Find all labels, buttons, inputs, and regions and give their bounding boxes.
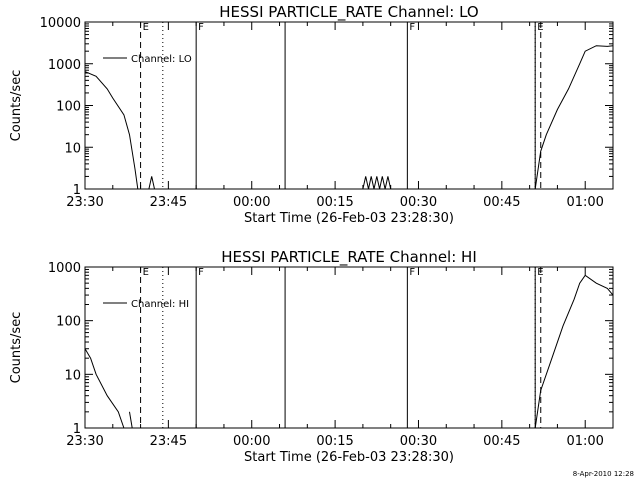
x-tick-label: 00:15 <box>316 195 353 210</box>
x-tick-label: 00:30 <box>400 434 437 449</box>
plot-frame <box>84 266 614 429</box>
y-tick-label: 1 <box>73 422 81 437</box>
event-flag-label: E <box>143 22 149 33</box>
event-flag-label: F <box>409 22 415 33</box>
x-axis-label: Start Time (26-Feb-03 23:28:30) <box>244 450 454 465</box>
y-tick-label: 1000 <box>48 58 81 73</box>
x-tick-label: 00:30 <box>400 195 437 210</box>
x-tick-label: 00:15 <box>316 434 353 449</box>
y-tick-label: 1 <box>73 183 81 198</box>
chart-panel-2: HESSI PARTICLE_RATE Channel: HI 1 10 100 100… <box>9 248 614 465</box>
y-tick-label: 10 <box>64 368 81 383</box>
series-line <box>85 71 139 189</box>
x-tick-label: 01:00 <box>566 195 603 210</box>
chart-title: HESSI PARTICLE_RATE Channel: HI <box>221 248 477 267</box>
event-flag-label: E <box>537 267 543 278</box>
series-line <box>85 348 125 428</box>
event-flag-label: E <box>537 22 543 33</box>
x-tick-label: 23:30 <box>66 195 103 210</box>
y-axis-label: Counts/sec <box>9 312 24 384</box>
y-axis-label: Counts/sec <box>9 70 24 142</box>
plot-frame <box>84 21 614 190</box>
event-flag-label: E <box>143 267 149 278</box>
event-flag-label: F <box>198 267 204 278</box>
x-tick-label: 23:45 <box>150 434 187 449</box>
legend-label: Channel: LO <box>131 54 192 65</box>
chart-panel-1: HESSI PARTICLE_RATE Channel: LO 1 10 100 100… <box>9 3 614 226</box>
series-line <box>534 45 613 189</box>
y-tick-label: 1000 <box>48 261 81 276</box>
x-tick-label: 00:00 <box>233 434 270 449</box>
chart-title: HESSI PARTICLE_RATE Channel: LO <box>219 3 478 22</box>
timestamp-label: 8-Apr-2010 12:28 <box>572 470 634 478</box>
x-axis-label: Start Time (26-Feb-03 23:28:30) <box>244 211 454 226</box>
series-line <box>534 274 613 428</box>
series-line <box>148 176 155 189</box>
x-tick-label: 00:45 <box>483 195 520 210</box>
y-tick-label: 10 <box>64 141 81 156</box>
y-tick-label: 100 <box>56 315 81 330</box>
x-tick-label: 23:30 <box>66 434 103 449</box>
x-tick-label: 00:45 <box>483 434 520 449</box>
x-tick-label: 01:00 <box>566 434 603 449</box>
x-tick-label: 23:45 <box>150 195 187 210</box>
x-tick-label: 00:00 <box>233 195 270 210</box>
event-flag-label: F <box>409 267 415 278</box>
legend-label: Channel: HI <box>131 299 189 310</box>
series-line <box>362 176 392 189</box>
y-tick-label: 10000 <box>40 16 81 31</box>
y-tick-label: 100 <box>56 100 81 115</box>
event-flag-label: F <box>198 22 204 33</box>
series-line <box>129 411 133 428</box>
